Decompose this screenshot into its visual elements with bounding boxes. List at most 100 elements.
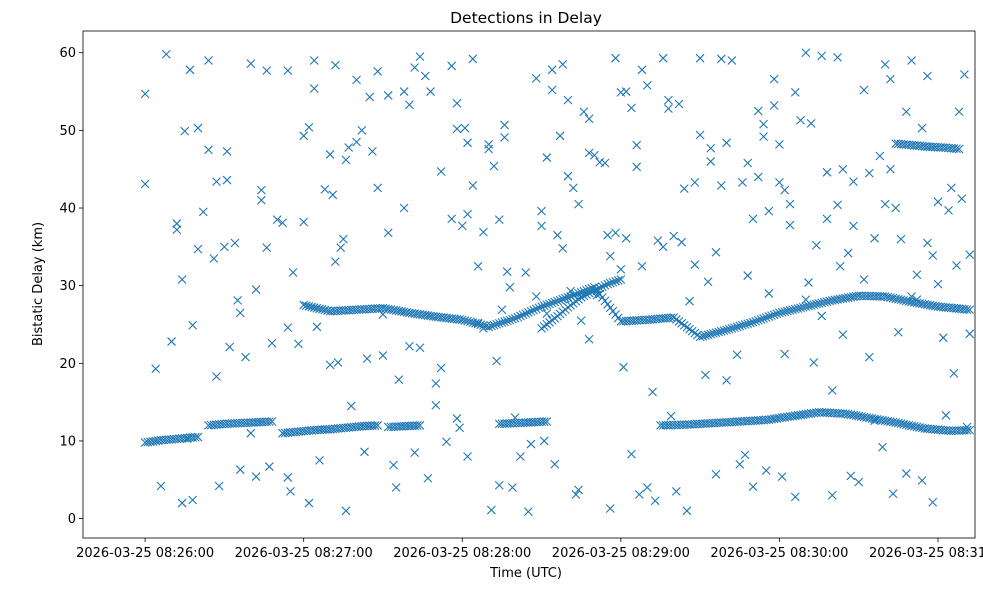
track-mid-marker (883, 292, 893, 302)
noise-detection-marker (685, 296, 694, 306)
y-axis-label: Bistatic Delay (km) (31, 222, 46, 346)
y-tick-label: 0 (68, 512, 76, 527)
track-mid-marker (312, 303, 322, 313)
track-mid-marker (399, 307, 409, 317)
noise-detection-marker (241, 352, 250, 362)
track-mid-low-marker (862, 413, 872, 422)
noise-detection-marker (822, 167, 832, 177)
noise-detection-marker (634, 490, 644, 499)
track-high-marker (952, 144, 961, 154)
noise-detection-marker (859, 275, 869, 284)
noise-detection-marker (286, 487, 295, 496)
noise-detection-marker (405, 341, 414, 351)
track-mid-marker (706, 329, 716, 339)
noise-detection-marker (664, 95, 673, 105)
noise-detection-marker (230, 238, 240, 248)
track-mid-marker (841, 293, 850, 303)
noise-detection-marker (849, 221, 858, 231)
track-mid-marker (893, 294, 903, 304)
track-mid-marker (711, 328, 721, 338)
noise-detection-marker (664, 104, 673, 114)
noise-detection-marker (806, 119, 816, 128)
noise-detection-marker (611, 53, 620, 63)
track-mid-marker (317, 305, 327, 314)
noise-detection-marker (864, 352, 874, 362)
noise-detection-marker (592, 290, 602, 300)
noise-detection-marker (391, 483, 401, 492)
noise-detection-marker (341, 506, 351, 516)
noise-detection-marker (928, 250, 938, 260)
track-mid-marker (843, 293, 853, 303)
noise-detection-marker (452, 98, 462, 108)
track-ramp-marker (611, 276, 620, 286)
noise-detection-marker (463, 209, 472, 219)
noise-detection-marker (550, 459, 560, 469)
track-mid-marker (735, 321, 745, 331)
track-ramp-marker (605, 278, 615, 288)
noise-detection-marker (455, 423, 465, 433)
track-mid-marker (695, 332, 705, 342)
track-mid-marker (542, 300, 552, 310)
noise-detection-marker (886, 74, 895, 84)
noise-detection-marker (262, 243, 272, 253)
track-mid-marker (764, 312, 774, 321)
noise-detection-marker (368, 146, 377, 156)
noise-detection-marker (571, 490, 581, 499)
noise-detection-marker (172, 219, 182, 228)
noise-detection-marker (790, 87, 800, 97)
noise-detection-marker (500, 120, 509, 130)
noise-detection-marker (859, 85, 869, 95)
track-high-marker (954, 144, 964, 154)
track-mid-marker (928, 301, 938, 311)
noise-detection-marker (817, 311, 827, 321)
noise-detection-marker (952, 261, 961, 270)
track-mid-marker (915, 298, 924, 308)
noise-detection-marker (812, 240, 821, 250)
noise-detection-marker (938, 333, 948, 343)
chart-title: Detections in Delay (450, 9, 602, 27)
track-mid-marker (455, 315, 465, 324)
noise-detection-marker (172, 225, 182, 235)
noise-detection-marker (309, 56, 319, 65)
track-mid-marker (315, 304, 324, 314)
noise-detection-marker (627, 103, 636, 113)
noise-detection-marker (473, 261, 483, 271)
noise-detection-marker (246, 59, 256, 68)
noise-detection-marker (325, 360, 335, 370)
track-mid-marker (508, 314, 517, 324)
noise-detection-marker (315, 455, 324, 465)
track-mid-low-marker (875, 415, 885, 425)
track-mid-marker (812, 299, 821, 309)
noise-detection-marker (933, 197, 943, 207)
noise-detection-marker (531, 73, 541, 83)
track-mid-low-marker (904, 420, 914, 430)
noise-detection-marker (378, 310, 388, 319)
noise-detection-marker (508, 483, 517, 492)
noise-detection-marker (748, 214, 758, 224)
noise-detection-marker (360, 447, 369, 457)
noise-detection-marker (901, 469, 911, 478)
noise-detection-marker (761, 466, 771, 475)
track-ramp-marker (603, 279, 613, 289)
noise-detection-marker (479, 323, 488, 333)
noise-detection-marker (611, 228, 620, 238)
noise-detection-marker (415, 343, 425, 353)
track-mid-low-marker (851, 411, 861, 421)
noise-detection-marker (695, 53, 705, 63)
noise-detection-marker (619, 362, 628, 372)
noise-detection-marker (716, 181, 726, 190)
track-mid-low-marker (909, 421, 919, 431)
noise-detection-marker (531, 292, 541, 301)
noise-detection-marker (344, 143, 354, 152)
track-ramp-marker (616, 275, 626, 284)
noise-detection-marker (764, 289, 774, 298)
noise-detection-marker (558, 59, 568, 69)
track-mid-marker (825, 296, 835, 306)
track-mid-marker (777, 307, 787, 317)
noise-detection-marker (711, 469, 721, 479)
noise-detection-marker (283, 473, 293, 482)
noise-detection-marker (822, 214, 832, 224)
noise-detection-marker (338, 234, 348, 244)
track-mid-low-marker (915, 423, 924, 432)
noise-detection-marker (547, 65, 557, 75)
